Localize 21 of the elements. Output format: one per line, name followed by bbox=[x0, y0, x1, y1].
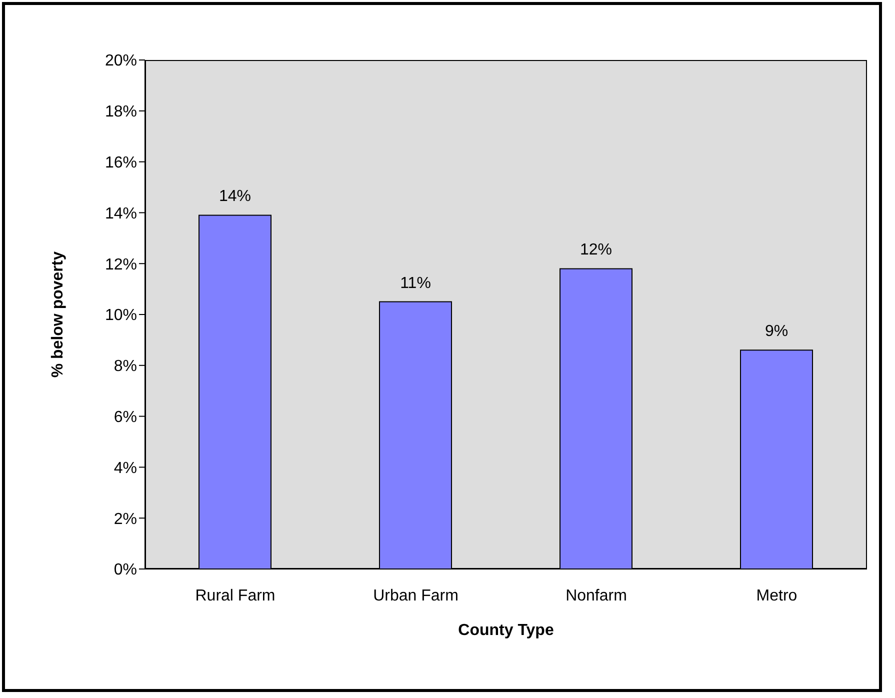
y-tick-label: 4% bbox=[114, 460, 137, 477]
data-label: 11% bbox=[400, 274, 431, 292]
x-tick-label: Urban Farm bbox=[373, 587, 458, 604]
y-tick-label: 2% bbox=[114, 510, 137, 528]
y-tick-label: 8% bbox=[114, 358, 137, 376]
y-axis-title: % below poverty bbox=[50, 251, 67, 378]
y-tick-label: 16% bbox=[104, 154, 137, 172]
y-tick-label: 20% bbox=[104, 52, 137, 70]
x-axis-title: County Type bbox=[458, 622, 554, 639]
x-tick-label: Metro bbox=[756, 587, 798, 604]
data-label: 9% bbox=[764, 323, 788, 340]
data-label: 12% bbox=[580, 242, 612, 259]
y-tick-label: 10% bbox=[104, 307, 137, 324]
y-tick-label: 12% bbox=[104, 256, 137, 274]
y-tick-label: 18% bbox=[104, 104, 137, 121]
y-tick-label: 0% bbox=[114, 562, 137, 579]
y-tick-label: 6% bbox=[114, 408, 137, 426]
y-tick-label: 14% bbox=[104, 205, 137, 222]
data-label: 14% bbox=[218, 188, 252, 206]
x-tick-label: Nonfarm bbox=[566, 587, 627, 604]
x-tick-label: Rural Farm bbox=[195, 587, 276, 604]
